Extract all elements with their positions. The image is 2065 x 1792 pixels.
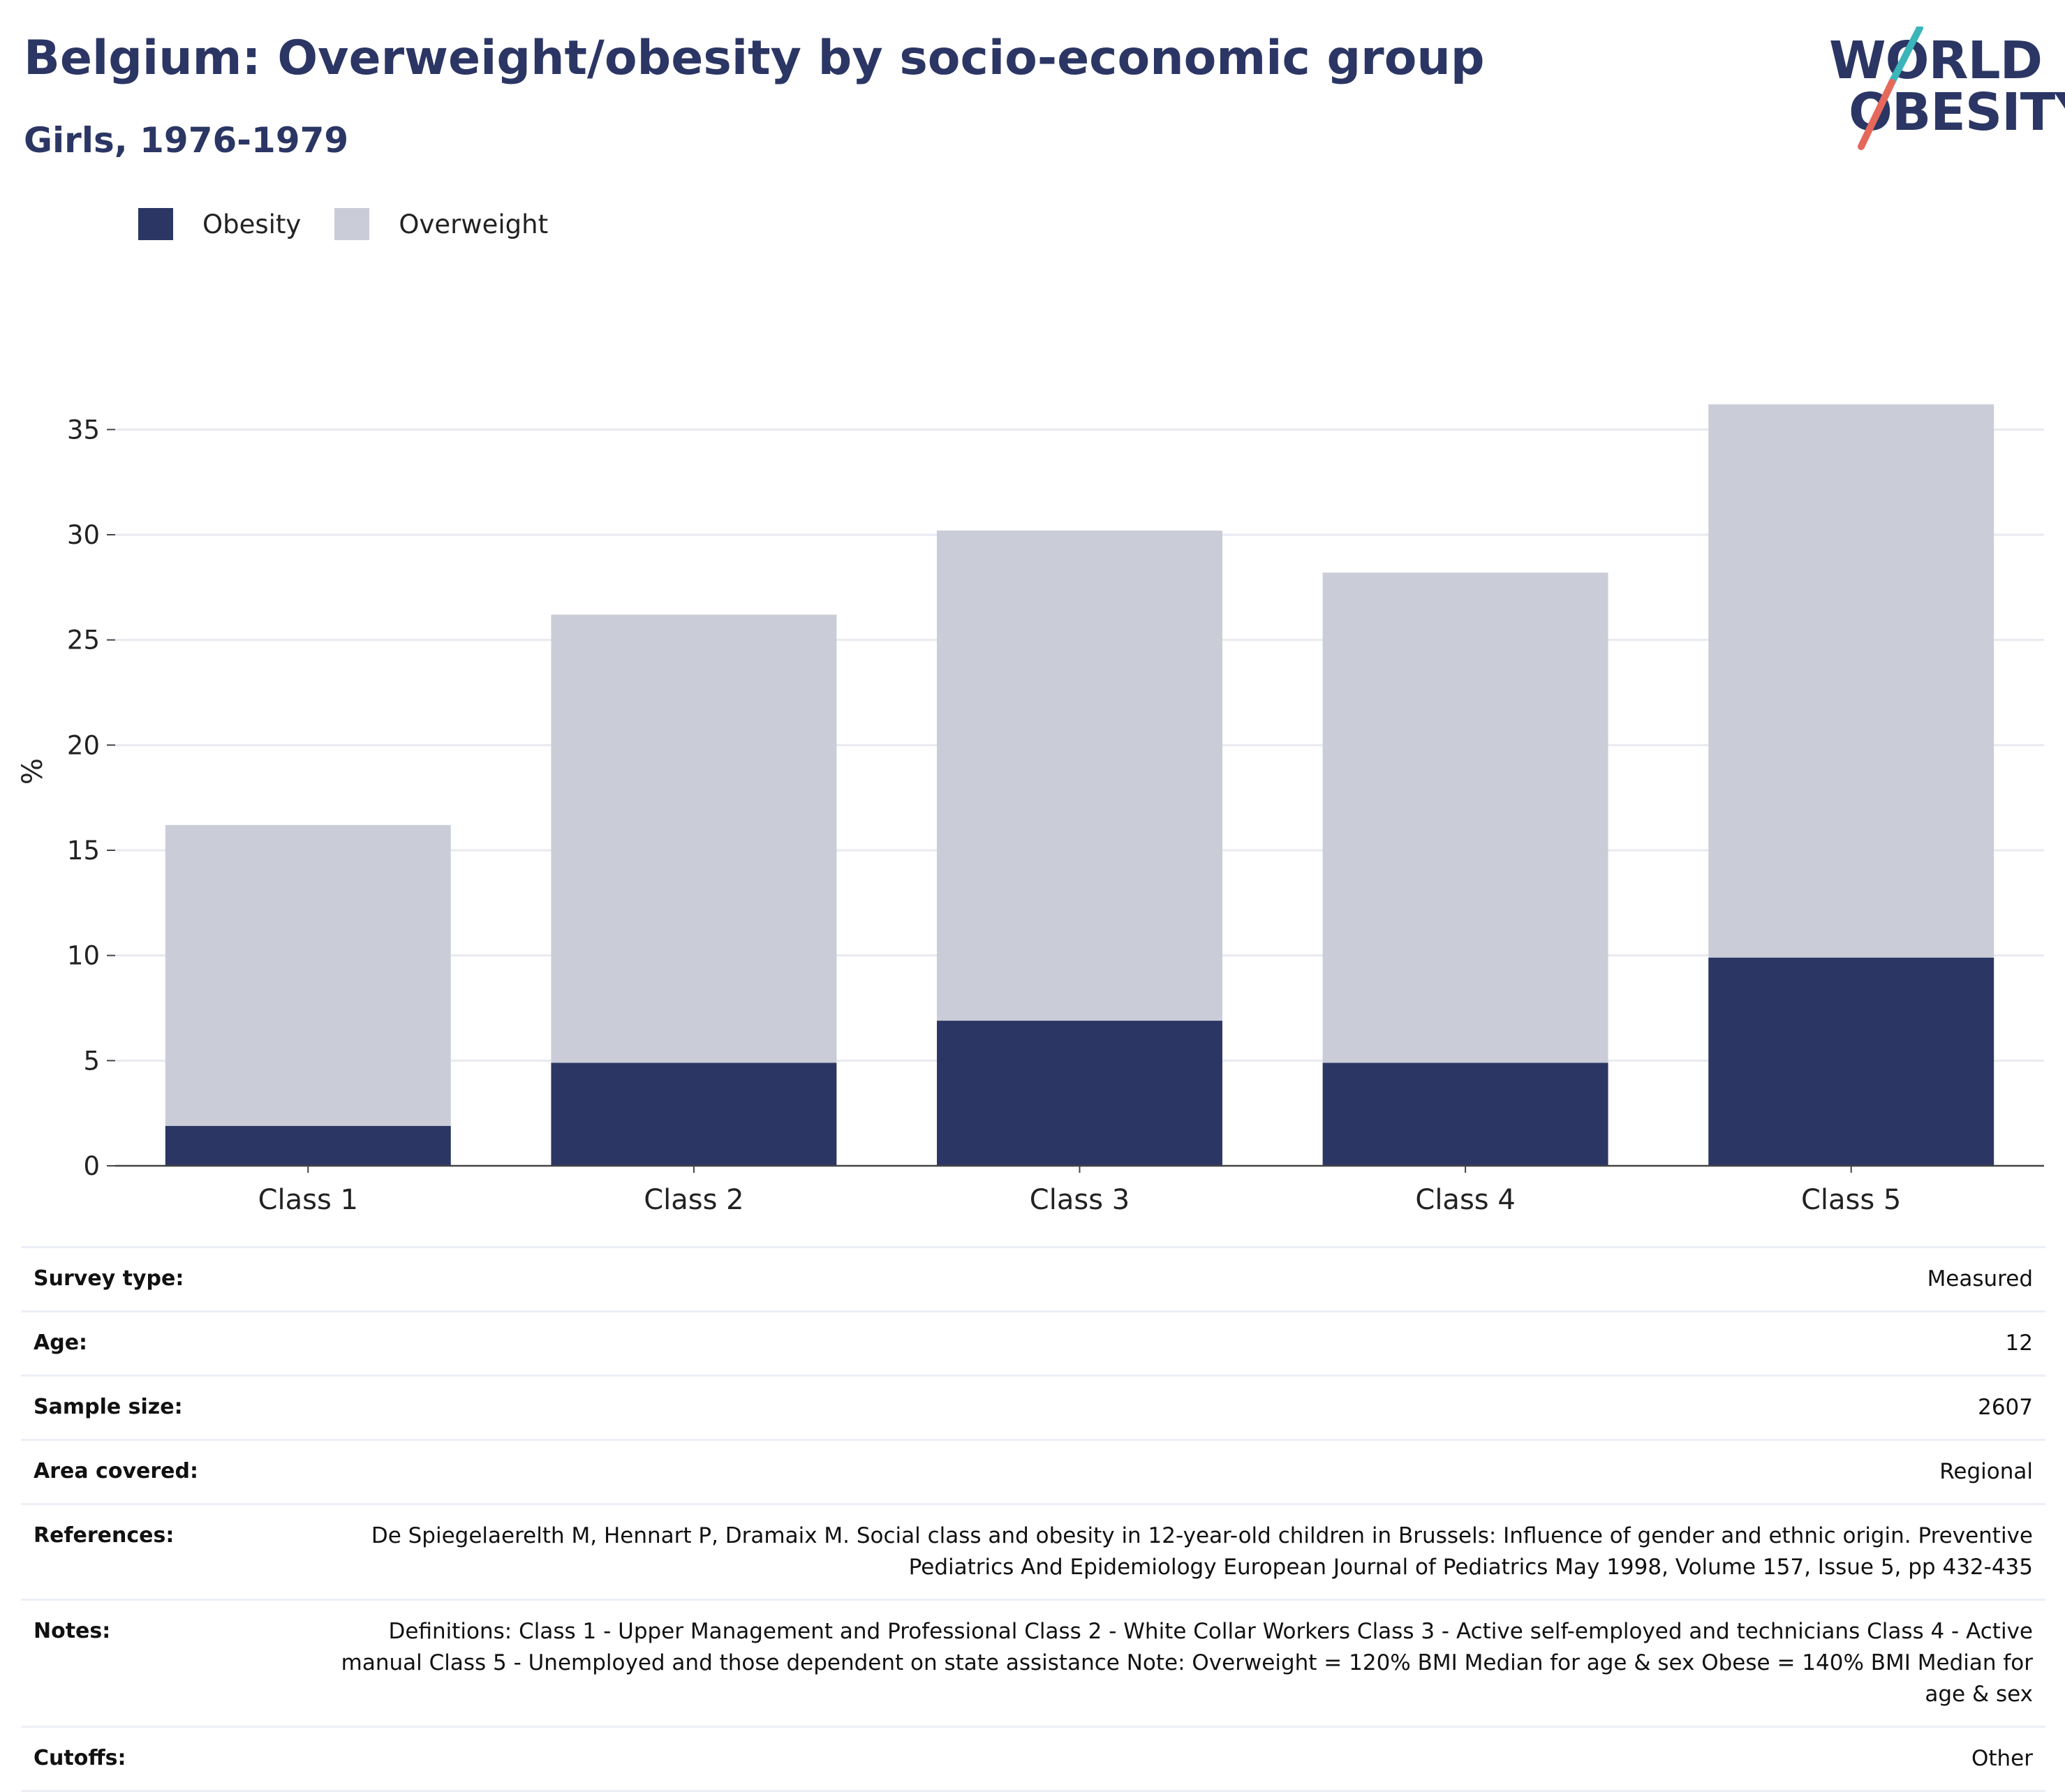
meta-value: Other (1971, 1746, 2033, 1771)
chart-title: Belgium: Overweight/obesity by socio-eco… (24, 31, 1485, 86)
meta-value: Measured (1927, 1266, 2033, 1291)
meta-value: Definitions: Class 1 - Upper Management … (341, 1619, 2033, 1707)
bar-obesity-class-4[interactable] (1322, 1062, 1608, 1166)
logo-line-1: WORLD (1829, 31, 2043, 91)
legend-swatch-overweight (334, 208, 370, 240)
x-tick-label: Class 4 (1415, 1184, 1515, 1215)
y-axis-ticks: 0 5 10 15 20 25 30 35 (67, 415, 115, 1181)
y-tick-label: 35 (67, 415, 100, 445)
bar-overweight-class-2[interactable] (551, 614, 837, 1063)
bar-overweight-class-3[interactable] (937, 530, 1222, 1021)
y-tick-label: 5 (83, 1046, 100, 1076)
meta-key: References: (34, 1523, 175, 1548)
bar-overweight-class-4[interactable] (1322, 572, 1608, 1063)
meta-row: Sample size: 2607 (21, 1375, 2045, 1439)
meta-key: Area covered: (34, 1459, 198, 1483)
bar-obesity-class-5[interactable] (1708, 957, 1994, 1166)
x-tick-label: Class 5 (1801, 1184, 1901, 1215)
chart-subtitle: Girls, 1976-1979 (24, 120, 349, 161)
meta-value: 2607 (1978, 1395, 2033, 1420)
legend-label-obesity: Obesity (202, 209, 302, 239)
bar-obesity-class-2[interactable] (551, 1062, 837, 1166)
x-axis-ticks: Class 1 Class 2 Class 3 Class 4 Class 5 (258, 1166, 1901, 1215)
x-tick-label: Class 3 (1030, 1184, 1130, 1215)
legend-label-overweight: Overweight (399, 209, 549, 239)
legend-item-overweight[interactable]: Overweight (334, 208, 548, 240)
x-tick-label: Class 2 (644, 1184, 743, 1215)
meta-row: References: De Spiegelaerelth M, Hennart … (21, 1503, 2045, 1599)
meta-value: 12 (2005, 1331, 2033, 1356)
y-axis-label: % (17, 758, 49, 785)
y-tick-label: 10 (67, 941, 100, 971)
legend-swatch-obesity (138, 208, 173, 240)
meta-row: Cutoffs: Other (21, 1726, 2045, 1792)
y-tick-label: 15 (67, 836, 100, 866)
y-tick-label: 0 (83, 1151, 100, 1181)
bar-obesity-class-3[interactable] (937, 1021, 1222, 1166)
meta-value: Regional (1939, 1459, 2033, 1484)
meta-key: Sample size: (34, 1395, 183, 1419)
y-tick-label: 30 (67, 520, 100, 550)
meta-row: Survey type: Measured (21, 1246, 2045, 1310)
bar-overweight-class-5[interactable] (1708, 404, 1994, 958)
meta-key: Cutoffs: (34, 1746, 126, 1770)
bars (165, 404, 1994, 1166)
legend-item-obesity[interactable]: Obesity (138, 208, 301, 240)
x-tick-label: Class 1 (258, 1184, 358, 1215)
chart-legend: Obesity Overweight (138, 207, 582, 242)
meta-key: Age: (34, 1331, 88, 1355)
meta-row: Notes: Definitions: Class 1 - Upper Manag… (21, 1599, 2045, 1726)
meta-key: Survey type: (34, 1266, 184, 1291)
meta-key: Notes: (34, 1619, 111, 1643)
meta-value: De Spiegelaerelth M, Hennart P, Dramaix … (371, 1523, 2033, 1580)
logo-slash-icon (1858, 27, 1923, 150)
bar-overweight-class-1[interactable] (165, 824, 451, 1126)
bar-obesity-class-1[interactable] (165, 1125, 451, 1166)
meta-row: Age: 12 (21, 1310, 2045, 1375)
meta-row: Area covered: Regional (21, 1439, 2045, 1503)
y-tick-label: 20 (67, 730, 100, 760)
world-obesity-logo: WORLD OBESITY (1815, 21, 2065, 154)
y-tick-label: 25 (67, 625, 100, 656)
survey-details-table: Survey type: Measured Age: 12 Sample size: 26… (21, 1246, 2045, 1792)
